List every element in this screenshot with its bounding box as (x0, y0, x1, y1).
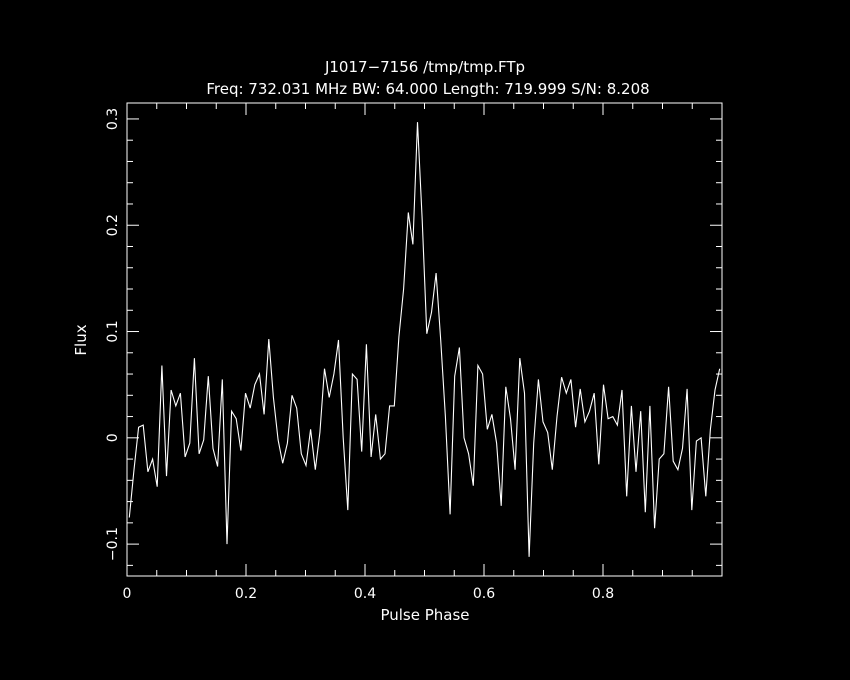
chart-title: J1017−7156 /tmp/tmp.FTp (324, 58, 525, 76)
y-tick-label: −0.1 (105, 527, 121, 561)
x-axis-tick-labels: 0 0.2 0.4 0.6 0.8 (123, 586, 615, 602)
y-axis-tick-labels: −0.1 0 0.1 0.2 0.3 (105, 108, 121, 561)
x-tick-label: 0.8 (592, 586, 614, 602)
chart-subtitle: Freq: 732.031 MHz BW: 64.000 Length: 719… (206, 80, 649, 98)
x-tick-label: 0.6 (473, 586, 495, 602)
y-axis-label: Flux (72, 324, 90, 355)
y-tick-label: 0.2 (105, 214, 121, 236)
x-tick-label: 0.2 (235, 586, 257, 602)
y-axis-ticks (127, 118, 722, 566)
x-axis-ticks (156, 103, 693, 576)
x-axis-label: Pulse Phase (380, 606, 469, 624)
y-tick-label: 0.1 (105, 320, 121, 342)
flux-series-line (128, 122, 721, 557)
x-tick-label: 0 (123, 586, 132, 602)
y-tick-label: 0.3 (105, 108, 121, 130)
y-tick-label: 0 (105, 433, 121, 442)
x-tick-label: 0.4 (354, 586, 376, 602)
